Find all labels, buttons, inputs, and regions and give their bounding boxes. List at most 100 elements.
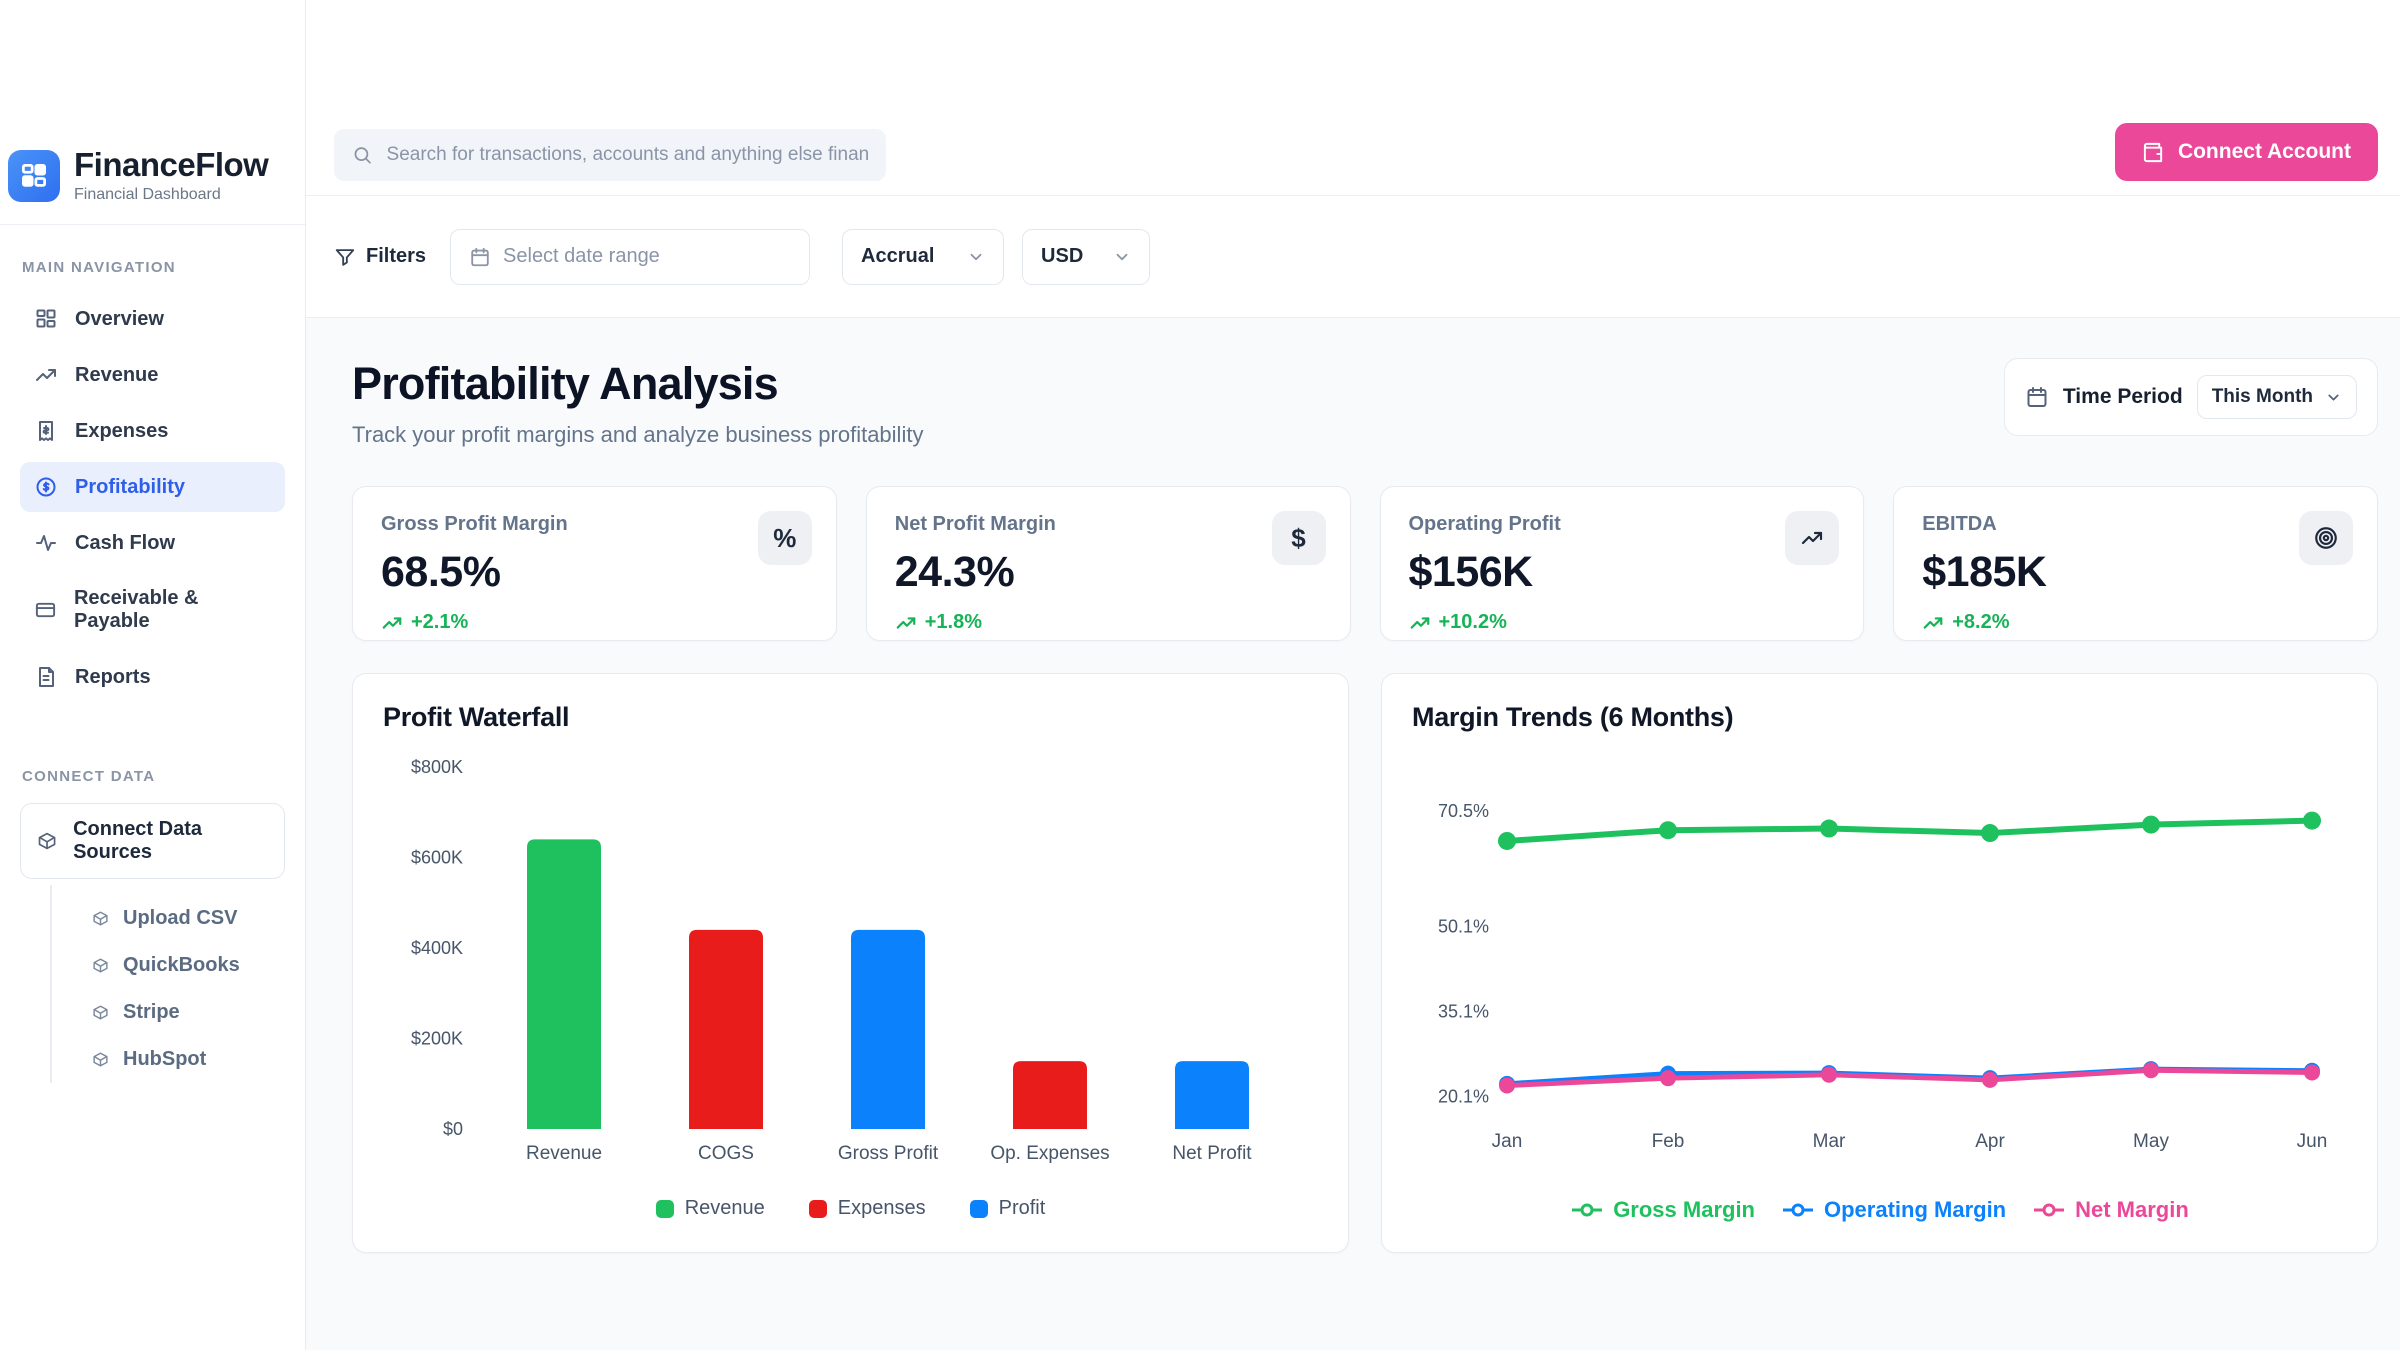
- grid-icon: [36, 309, 56, 328]
- wallet-icon: [2143, 142, 2163, 162]
- legend-label: Net Margin: [2075, 1197, 2189, 1222]
- connect-sub-item-label: Stripe: [123, 1001, 180, 1023]
- search-input[interactable]: [386, 144, 868, 166]
- currency-select[interactable]: USD: [1022, 228, 1151, 285]
- brand-subtitle: Financial Dashboard: [74, 186, 221, 203]
- date-range-field[interactable]: [450, 228, 811, 285]
- kpi-value: 24.3%: [894, 548, 1015, 596]
- sidebar-divider: [0, 224, 305, 225]
- kpi-label: EBITDA: [1922, 513, 1997, 535]
- sidebar-item-cash-flow[interactable]: Cash Flow: [20, 518, 285, 568]
- trending-up-icon: [1410, 616, 1429, 629]
- sidebar-item-profitability[interactable]: Profitability: [20, 462, 285, 512]
- file-icon: [39, 667, 54, 687]
- time-period-select[interactable]: This Month: [2196, 375, 2357, 419]
- connect-data-header: CONNECT DATA: [22, 768, 156, 785]
- filters-control[interactable]: Filters: [334, 245, 426, 268]
- logo-icon: [8, 150, 60, 202]
- legend-label: Expenses: [837, 1197, 926, 1219]
- svg-text:COGS: COGS: [698, 1143, 754, 1164]
- svg-text:Gross Profit: Gross Profit: [838, 1143, 939, 1164]
- sidebar-item-label: Profitability: [75, 475, 186, 498]
- connect-sub-item-label: HubSpot: [123, 1048, 207, 1070]
- legend-item-profit: Profit: [969, 1197, 1046, 1220]
- svg-text:Mar: Mar: [1813, 1131, 1846, 1152]
- sidebar-item-label: Cash Flow: [75, 531, 176, 554]
- page-subtitle: Track your profit margins and analyze bu…: [352, 422, 924, 447]
- sidebar-item-revenue[interactable]: Revenue: [20, 350, 285, 400]
- svg-text:$600K: $600K: [411, 848, 463, 868]
- sidebar-item-label: Receivable & Payable: [73, 587, 199, 632]
- svg-text:Feb: Feb: [1652, 1131, 1685, 1152]
- brand-block: FinanceFlow Financial Dashboard: [0, 148, 305, 224]
- kpi-card-gross-profit-margin: Gross Profit Margin 68.5% +2.1% %: [352, 486, 837, 641]
- activity-icon: [36, 535, 56, 551]
- connect-data-sources-label: Connect Data Sources: [73, 818, 202, 863]
- kpi-row: Gross Profit Margin 68.5% +2.1% % Net Pr…: [352, 486, 2378, 641]
- margin-trends-card: Margin Trends (6 Months) 20.1% 35.1% 50.1%…: [1381, 673, 2378, 1253]
- connect-sub-item-stripe[interactable]: Stripe: [52, 989, 285, 1036]
- sidebar-item-receivable-payable[interactable]: Receivable & Payable: [20, 574, 285, 646]
- connect-sub-item-quickbooks[interactable]: QuickBooks: [52, 942, 285, 989]
- sidebar-item-label: Expenses: [75, 419, 169, 442]
- legend-swatch: [655, 1199, 674, 1218]
- connect-account-label: Connect Account: [2177, 140, 2351, 163]
- profit-waterfall-card: Profit Waterfall $0 $200K $400K $600K $800K R…: [352, 673, 1349, 1253]
- dashboard-grid-icon: [22, 164, 46, 187]
- svg-text:$0: $0: [443, 1119, 463, 1139]
- svg-text:$400K: $400K: [411, 938, 463, 958]
- sidebar-item-overview[interactable]: Overview: [20, 294, 285, 344]
- time-period-value: This Month: [2211, 386, 2313, 407]
- search-box[interactable]: [334, 129, 886, 181]
- date-range-input[interactable]: [503, 245, 744, 268]
- cube-icon: [93, 911, 108, 926]
- legend-label: Profit: [998, 1197, 1046, 1219]
- kpi-label: Operating Profit: [1408, 513, 1561, 535]
- chart-title: Margin Trends (6 Months): [1412, 702, 1734, 732]
- cube-icon: [93, 958, 108, 973]
- bar-chart-svg: $0 $200K $400K $600K $800K Revenue COGS Gross P…: [411, 757, 1252, 1164]
- connect-sub-item-label: QuickBooks: [123, 954, 240, 976]
- legend-marker-icon: [1783, 1203, 1813, 1217]
- brand-name: FinanceFlow: [74, 146, 269, 183]
- legend-item-operating-margin: Operating Margin: [1781, 1197, 2006, 1223]
- time-period-label: Time Period: [2062, 385, 2183, 408]
- sidebar-item-expenses[interactable]: Expenses: [20, 406, 285, 456]
- kpi-delta: +2.1%: [381, 611, 808, 634]
- legend-label: Revenue: [684, 1197, 765, 1219]
- legend-item-expenses: Expenses: [808, 1197, 926, 1220]
- time-period-card: Time Period This Month: [2003, 358, 2378, 436]
- line-chart-svg: 20.1% 35.1% 50.1% 70.5% Jan Feb Mar Apr May Jun: [1438, 801, 2327, 1152]
- calendar-icon: [2027, 387, 2047, 407]
- legend-label: Operating Margin: [1824, 1197, 2007, 1222]
- sidebar-item-reports[interactable]: Reports: [20, 652, 285, 702]
- connect-sub-item-upload-csv[interactable]: Upload CSV: [52, 895, 285, 942]
- svg-text:$200K: $200K: [411, 1029, 463, 1049]
- svg-text:May: May: [2133, 1131, 2169, 1152]
- currency-value: USD: [1041, 245, 1084, 267]
- connect-account-button[interactable]: Connect Account: [2114, 123, 2378, 181]
- trending-up-icon: [36, 369, 56, 381]
- svg-text:35.1%: 35.1%: [1438, 1001, 1489, 1021]
- dollar-circle-icon: [36, 477, 56, 497]
- accounting-basis-select[interactable]: Accrual: [842, 228, 1005, 285]
- page-header: Profitability Analysis Track your profit…: [352, 358, 2378, 448]
- percent-icon: %: [757, 511, 812, 565]
- connect-data-sources-button[interactable]: Connect Data Sources: [20, 803, 285, 879]
- legend-item-gross-margin: Gross Margin: [1570, 1197, 1755, 1223]
- chevron-down-icon: [970, 253, 982, 260]
- connect-sub-item-hubspot[interactable]: HubSpot: [52, 1036, 285, 1083]
- line-chart-legend: Gross Margin Operating Margin Net Margin: [1412, 1197, 2347, 1223]
- legend-marker-icon: [2034, 1203, 2065, 1217]
- legend-swatch: [808, 1199, 827, 1218]
- legend-item-net-margin: Net Margin: [2032, 1197, 2189, 1223]
- svg-text:20.1%: 20.1%: [1438, 1086, 1489, 1106]
- main-navigation: MAIN NAVIGATION Overview Revenue Expense: [0, 225, 305, 702]
- svg-text:$800K: $800K: [411, 757, 463, 777]
- accounting-basis-value: Accrual: [861, 245, 935, 267]
- funnel-icon: [335, 248, 355, 266]
- sidebar-item-label: Revenue: [75, 363, 159, 386]
- trending-up-icon: [1785, 511, 1840, 565]
- target-icon: [2299, 511, 2353, 565]
